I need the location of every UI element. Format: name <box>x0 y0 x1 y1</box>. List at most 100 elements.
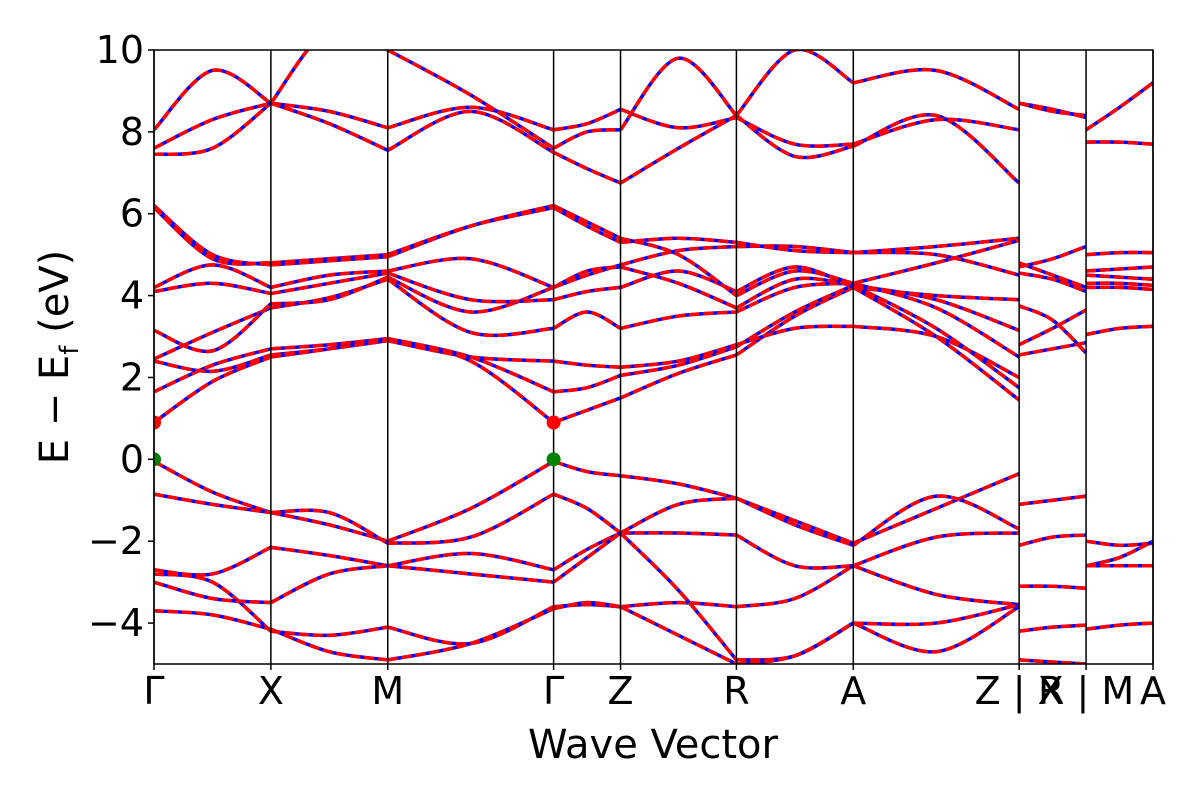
y-tick-label: 2 <box>120 355 144 399</box>
band-line-dashed <box>853 324 1020 380</box>
band-line-dashed <box>735 281 854 314</box>
y-axis-title-subscript: f <box>55 345 85 355</box>
band-line-dashed <box>1019 584 1087 591</box>
band-line-dashed <box>620 473 737 500</box>
band-line-dashed <box>735 115 854 148</box>
band-edge-marker <box>546 452 561 467</box>
band-line-dashed <box>553 459 621 478</box>
band-line-dashed <box>386 109 555 154</box>
x-tick-label: A <box>1140 669 1166 713</box>
band-line-dashed <box>1018 623 1087 633</box>
band-line-dashed <box>1085 81 1153 132</box>
band-line-dashed <box>270 625 389 638</box>
band-line-dashed <box>620 310 737 331</box>
band-line-dashed <box>735 285 855 357</box>
band-line-dashed <box>552 150 622 185</box>
band-line-dashed <box>1085 621 1153 631</box>
band-line-dashed <box>619 56 738 131</box>
bands-layer <box>154 50 1153 664</box>
band-line-dashed <box>619 605 738 664</box>
band-line-dashed <box>735 496 854 547</box>
y-tick-label: 4 <box>120 274 144 318</box>
band-line-dashed <box>735 269 854 298</box>
band-line-dashed <box>154 580 272 605</box>
band-line-dashed <box>853 250 1020 277</box>
x-tick-label: Z <box>608 669 634 713</box>
band-line-dashed <box>387 551 554 572</box>
band-line-dashed <box>620 343 737 369</box>
band-line-dashed <box>852 531 1020 568</box>
band-line-dashed <box>853 285 1020 302</box>
band-line-dashed <box>154 101 272 157</box>
band-line-dashed <box>1018 261 1087 290</box>
band-line-dashed <box>852 494 1020 547</box>
band-line-dashed <box>1018 271 1087 294</box>
band-line-dashed <box>270 564 389 605</box>
band-line-dashed <box>552 310 622 330</box>
x-tick-label: Γ <box>543 669 564 713</box>
x-tick-label: A <box>840 669 866 713</box>
band-line-dashed <box>620 600 737 609</box>
band-line-dashed <box>386 50 555 150</box>
band-line-dashed <box>154 459 272 515</box>
x-tick-label: Γ <box>143 669 164 713</box>
band-line-dashed <box>852 472 1020 545</box>
band-line-dashed <box>154 492 272 515</box>
band-line-dashed <box>270 508 389 545</box>
band-line-dashed <box>735 324 854 347</box>
band-line-dashed <box>154 353 272 374</box>
band-line-dashed <box>853 602 1020 627</box>
band-line-dashed <box>852 605 1021 654</box>
band-line-dashed <box>552 531 622 584</box>
band-line-dashed <box>735 533 854 570</box>
band-line-dashed <box>620 236 737 245</box>
y-axis-ticks: −4 −2 0 2 4 6 8 10 <box>88 28 154 645</box>
band-line-dashed <box>552 128 621 150</box>
band-line-dashed <box>553 359 621 369</box>
band-line-dashed <box>735 276 854 310</box>
band-line-dashed <box>270 271 389 296</box>
band-line-dashed <box>387 256 555 290</box>
plot-frame <box>153 49 1154 665</box>
y-tick-label: 8 <box>120 110 144 154</box>
band-line-dashed <box>736 564 855 609</box>
x-tick-label: X <box>258 669 284 713</box>
band-line-dashed <box>736 240 854 255</box>
band-line-dashed <box>154 355 272 424</box>
band-line-dashed <box>154 609 272 631</box>
band-edge-marker <box>546 415 561 430</box>
x-tick-label: R | M <box>1038 669 1134 714</box>
band-line-dashed <box>1085 273 1153 281</box>
band-line-dashed <box>154 306 272 361</box>
band-line-dashed <box>387 271 554 304</box>
band-line-dashed <box>270 269 388 290</box>
x-tick-label: R <box>723 669 749 713</box>
band-line-dashed <box>1085 265 1153 273</box>
band-line-dashed <box>270 101 389 152</box>
band-line-dashed <box>1018 494 1087 507</box>
y-tick-label: 6 <box>120 192 144 236</box>
band-line-dashed <box>270 101 389 130</box>
band-line-dashed <box>387 205 554 257</box>
band-line-dashed <box>619 353 737 400</box>
band-line-dashed <box>552 531 622 572</box>
band-line-dashed <box>552 396 622 425</box>
band-line-dashed <box>852 285 1021 402</box>
band-line-dashed <box>553 373 622 394</box>
band-line-dashed <box>387 459 555 543</box>
band-line-dashed <box>154 281 272 296</box>
band-line-dashed <box>154 302 273 354</box>
band-line-dashed <box>270 336 388 351</box>
band-line-dashed <box>735 496 854 545</box>
band-line-dashed <box>552 492 622 535</box>
band-line-dashed <box>154 68 272 132</box>
band-line-dashed <box>552 206 622 244</box>
plot-background <box>154 50 1153 664</box>
band-line-dashed <box>387 338 554 363</box>
band-line-dashed <box>552 263 622 290</box>
band-line-dashed <box>1018 533 1087 547</box>
band-line-dashed <box>154 572 273 633</box>
band-line-dashed <box>270 338 389 357</box>
band-line-dashed <box>619 531 738 662</box>
